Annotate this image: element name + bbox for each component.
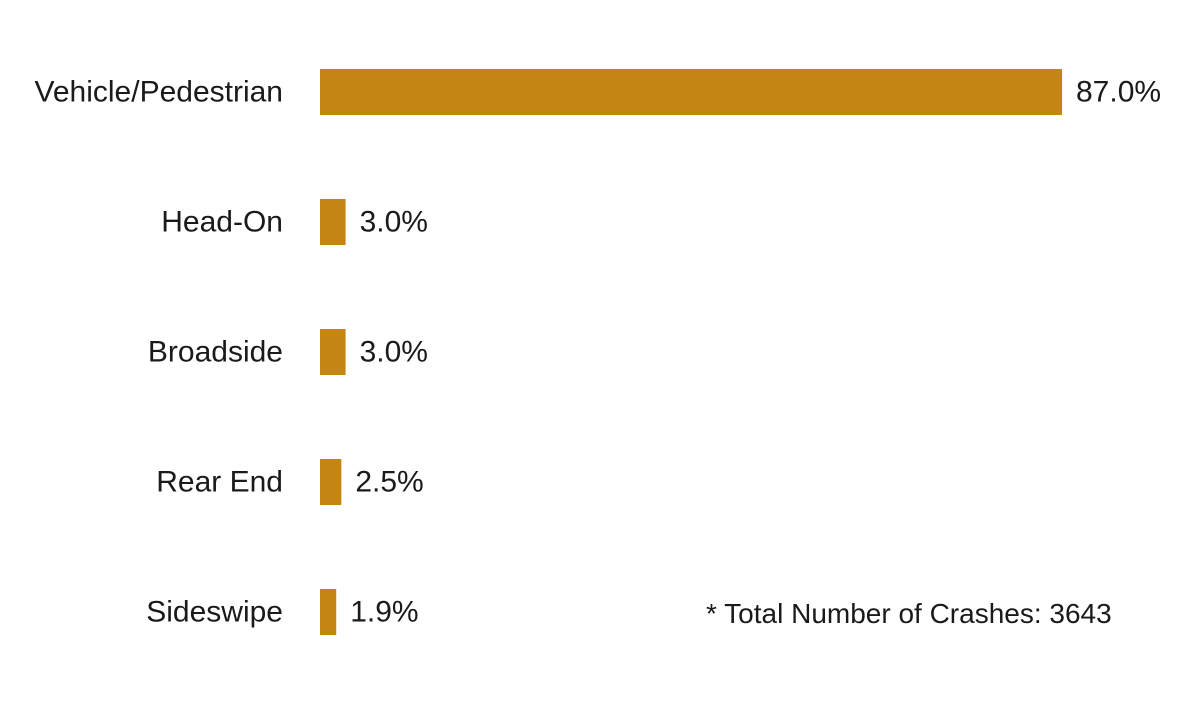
value-label-vehicle-pedestrian: 87.0% xyxy=(1076,76,1161,109)
value-label-sideswipe: 1.9% xyxy=(350,596,418,629)
total-crashes-note: * Total Number of Crashes: 3643 xyxy=(706,598,1112,629)
bar-sideswipe xyxy=(320,589,337,635)
bar-broadside xyxy=(320,329,346,375)
value-label-broadside: 3.0% xyxy=(360,336,428,369)
value-label-head-on: 3.0% xyxy=(360,206,428,239)
bar-head-on xyxy=(320,199,346,245)
category-label-sideswipe: Sideswipe xyxy=(146,596,283,629)
category-label-vehicle-pedestrian: Vehicle/Pedestrian xyxy=(35,76,284,109)
category-label-rear-end: Rear End xyxy=(156,466,283,499)
bar-vehicle-pedestrian xyxy=(320,69,1062,115)
bar-rear-end xyxy=(320,459,342,505)
category-label-head-on: Head-On xyxy=(161,206,283,239)
value-label-rear-end: 2.5% xyxy=(355,466,423,499)
category-label-broadside: Broadside xyxy=(148,336,283,369)
